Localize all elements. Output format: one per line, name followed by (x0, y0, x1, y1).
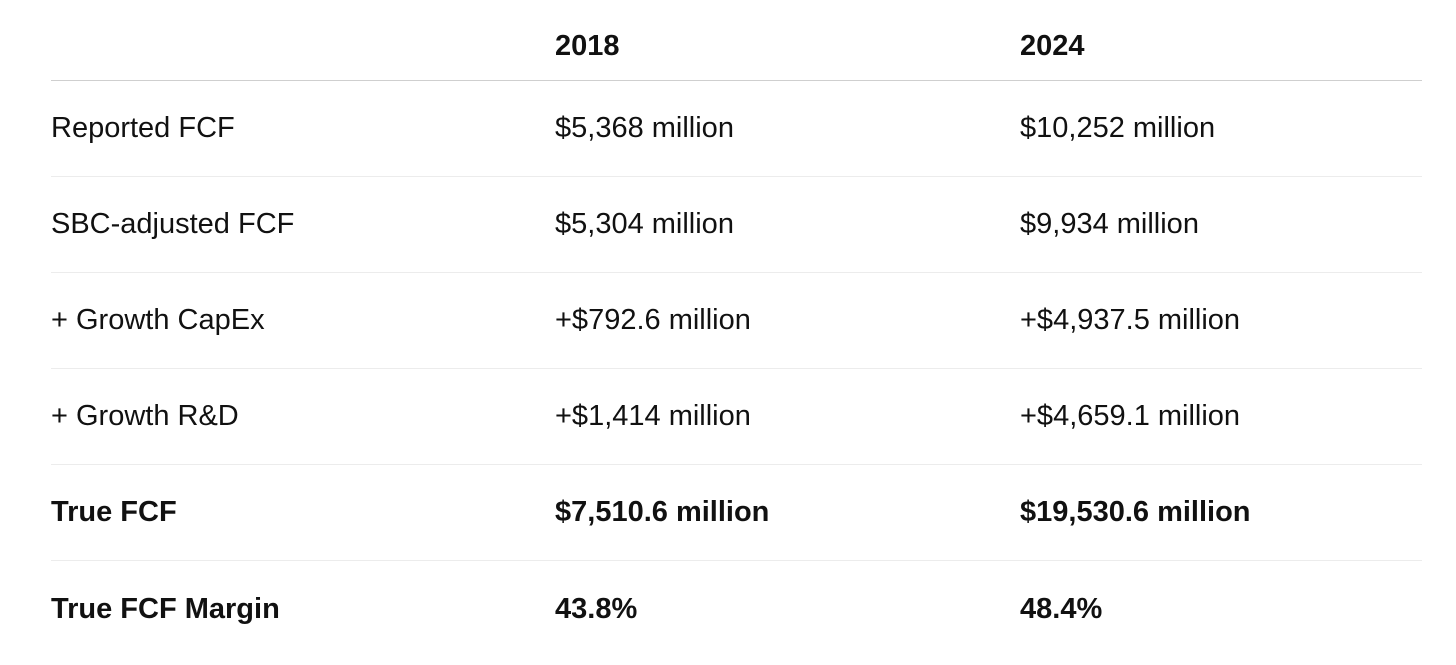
value-2024: $19,530.6 million (1020, 496, 1251, 528)
table-row-growth-rd: + Growth R&D +$1,414 million +$4,659.1 m… (51, 369, 1422, 465)
value-2024: $9,934 million (1020, 208, 1199, 240)
row-label: Reported FCF (51, 112, 235, 144)
value-2024: $10,252 million (1020, 112, 1216, 144)
value-2024: +$4,937.5 million (1020, 304, 1241, 336)
row-label: + Growth CapEx (51, 304, 265, 336)
fcf-comparison-table: 2018 2024 Reported FCF $5,368 million $1… (51, 0, 1422, 657)
table-row-growth-capex: + Growth CapEx +$792.6 million +$4,937.5… (51, 273, 1422, 369)
header-2018: 2018 (555, 29, 620, 62)
value-2018: $5,304 million (555, 208, 734, 240)
value-2018: +$1,414 million (555, 400, 751, 432)
row-label: True FCF (51, 496, 177, 528)
table-row-true-fcf: True FCF $7,510.6 million $19,530.6 mill… (51, 465, 1422, 561)
value-2018: +$792.6 million (555, 304, 751, 336)
table-header-row: 2018 2024 (51, 0, 1422, 81)
header-2024: 2024 (1020, 29, 1085, 62)
row-label: True FCF Margin (51, 592, 280, 625)
table-row-sbc-adjusted-fcf: SBC-adjusted FCF $5,304 million $9,934 m… (51, 177, 1422, 273)
value-2018: $5,368 million (555, 112, 734, 144)
table-row-reported-fcf: Reported FCF $5,368 million $10,252 mill… (51, 81, 1422, 177)
row-label: + Growth R&D (51, 400, 239, 432)
value-2024: +$4,659.1 million (1020, 400, 1241, 432)
table-row-true-fcf-margin: True FCF Margin 43.8% 48.4% (51, 561, 1422, 657)
value-2018: $7,510.6 million (555, 496, 770, 528)
value-2018: 43.8% (555, 592, 638, 625)
row-label: SBC-adjusted FCF (51, 208, 295, 240)
value-2024: 48.4% (1020, 592, 1103, 625)
